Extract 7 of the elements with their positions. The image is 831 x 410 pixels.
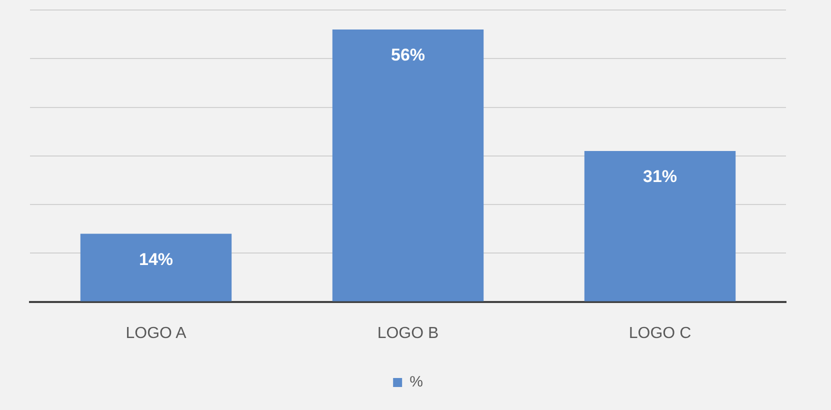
x-tick-label: LOGO A [126,324,187,342]
x-tick-label: LOGO C [628,324,692,342]
data-label: 14% [138,250,174,269]
legend-label: % [410,374,423,391]
data-label: 56% [390,46,426,65]
data-label: 31% [642,167,678,186]
x-tick-label: LOGO B [377,324,439,342]
